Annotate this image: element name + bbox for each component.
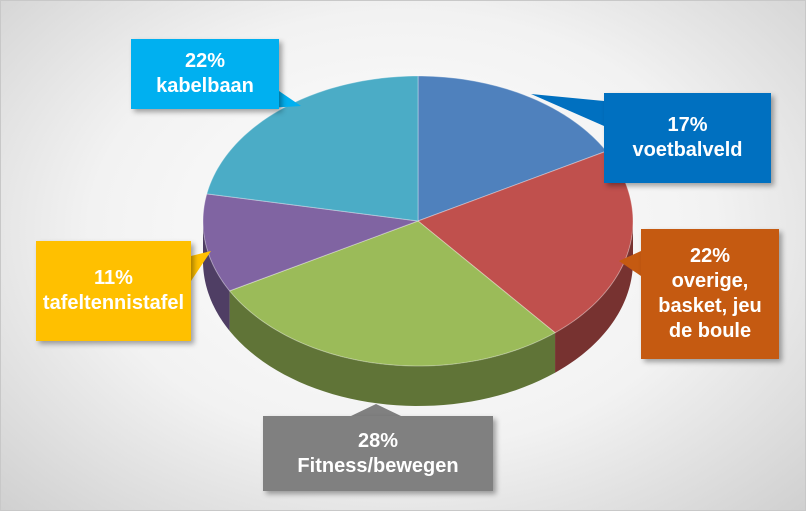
pie-slice bbox=[202, 193, 419, 292]
callout-pointer bbox=[531, 94, 604, 126]
slice-side bbox=[555, 221, 633, 373]
value-label: 17% bbox=[667, 114, 708, 136]
data-label: 22% kabelbaan bbox=[131, 39, 279, 109]
pie-slice bbox=[228, 220, 556, 367]
slice-side bbox=[203, 221, 230, 331]
callout-pointer bbox=[191, 251, 211, 281]
slice-side bbox=[229, 290, 556, 406]
value-label: 22% bbox=[184, 50, 226, 72]
value-label: 22% bbox=[689, 245, 731, 267]
value-label: 28% bbox=[357, 429, 399, 452]
pie-slice bbox=[206, 75, 419, 222]
category-label: overige, basket, jeu de boule bbox=[658, 270, 762, 342]
category-label: tafeltennistafel bbox=[42, 292, 185, 314]
callout-pointer bbox=[619, 251, 641, 276]
data-label: 17% voetbalveld bbox=[604, 93, 771, 183]
data-label: 28% Fitness/bewegen bbox=[263, 416, 493, 491]
callout-pointer bbox=[351, 404, 401, 416]
data-label: 11% tafeltennistafel bbox=[36, 241, 191, 341]
category-label: voetbalveld bbox=[632, 139, 743, 161]
data-label: 22% overige, basket, jeu de boule bbox=[641, 229, 779, 359]
value-label: 11% bbox=[94, 267, 133, 289]
pie-slice bbox=[417, 75, 608, 222]
category-label: Fitness/bewegen bbox=[297, 454, 459, 477]
category-label: kabelbaan bbox=[156, 75, 254, 97]
